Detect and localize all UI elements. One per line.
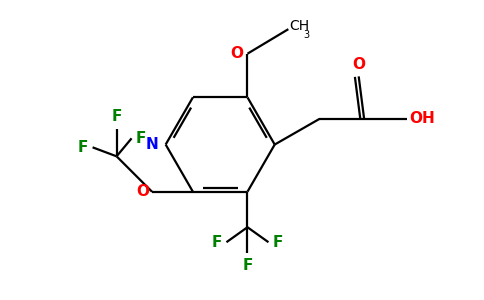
Text: F: F [242, 258, 253, 273]
Text: N: N [146, 137, 159, 152]
Text: O: O [352, 57, 365, 72]
Text: F: F [111, 109, 122, 124]
Text: O: O [136, 184, 149, 199]
Text: F: F [78, 140, 88, 155]
Text: O: O [230, 46, 243, 61]
Text: F: F [212, 235, 222, 250]
Text: OH: OH [409, 111, 435, 126]
Text: F: F [136, 131, 146, 146]
Text: F: F [273, 235, 283, 250]
Text: 3: 3 [303, 30, 309, 40]
Text: CH: CH [289, 20, 310, 33]
